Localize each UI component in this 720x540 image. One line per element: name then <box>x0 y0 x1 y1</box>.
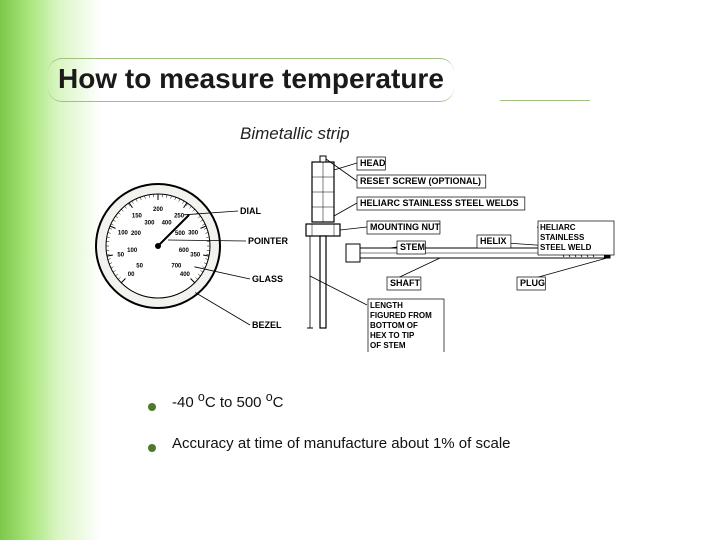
bullet-dot-icon <box>148 444 156 452</box>
svg-text:600: 600 <box>179 248 190 254</box>
svg-text:700: 700 <box>171 263 182 269</box>
list-item: -40 oC to 500 oC <box>148 390 511 411</box>
svg-text:HELIARC: HELIARC <box>540 223 576 232</box>
svg-text:HEX TO TIP: HEX TO TIP <box>370 331 415 340</box>
svg-text:HEAD: HEAD <box>360 158 386 168</box>
svg-text:PLUG: PLUG <box>520 278 545 288</box>
svg-text:150: 150 <box>132 213 143 219</box>
svg-text:50: 50 <box>117 252 124 258</box>
svg-text:STAINLESS: STAINLESS <box>540 233 585 242</box>
slide: How to measure temperature Bimetallic st… <box>0 0 720 540</box>
svg-text:400: 400 <box>180 272 191 278</box>
title-container: How to measure temperature <box>48 58 608 102</box>
bullet-list: -40 oC to 500 oC Accuracy at time of man… <box>148 390 511 476</box>
svg-text:BOTTOM OF: BOTTOM OF <box>370 321 418 330</box>
svg-text:BEZEL: BEZEL <box>252 320 282 330</box>
subtitle: Bimetallic strip <box>240 124 350 144</box>
svg-text:DIAL: DIAL <box>240 206 261 216</box>
svg-text:300: 300 <box>188 230 199 236</box>
svg-text:300: 300 <box>144 220 155 226</box>
bullet-text: -40 oC to 500 oC <box>172 390 283 411</box>
svg-text:HELIARC STAINLESS STEEL WELDS: HELIARC STAINLESS STEEL WELDS <box>360 198 519 208</box>
svg-text:350: 350 <box>190 252 201 258</box>
svg-text:LENGTH: LENGTH <box>370 301 403 310</box>
svg-text:FIGURED FROM: FIGURED FROM <box>370 311 432 320</box>
svg-text:100: 100 <box>127 248 138 254</box>
svg-text:250: 250 <box>174 213 185 219</box>
svg-text:POINTER: POINTER <box>248 236 289 246</box>
svg-text:200: 200 <box>131 231 142 237</box>
svg-text:HELIX: HELIX <box>480 236 507 246</box>
svg-text:STEEL WELD: STEEL WELD <box>540 243 592 252</box>
svg-text:GLASS: GLASS <box>252 274 283 284</box>
bullet-text: Accuracy at time of manufacture about 1%… <box>172 435 511 452</box>
svg-text:00: 00 <box>128 272 135 278</box>
svg-text:MOUNTING NUT: MOUNTING NUT <box>370 222 440 232</box>
svg-text:50: 50 <box>136 263 143 269</box>
bimetallic-diagram: 0050100150200250300350400501002003004005… <box>80 152 650 352</box>
svg-text:STEM: STEM <box>400 242 425 252</box>
svg-text:500: 500 <box>175 231 186 237</box>
svg-text:100: 100 <box>118 230 129 236</box>
title-underline-extension <box>500 100 590 101</box>
svg-text:SHAFT: SHAFT <box>390 278 420 288</box>
svg-text:400: 400 <box>162 220 173 226</box>
svg-text:200: 200 <box>153 207 164 213</box>
svg-text:RESET SCREW (OPTIONAL): RESET SCREW (OPTIONAL) <box>360 176 481 186</box>
svg-text:OF STEM: OF STEM <box>370 341 406 350</box>
bullet-dot-icon <box>148 403 156 411</box>
page-title: How to measure temperature <box>48 58 454 102</box>
list-item: Accuracy at time of manufacture about 1%… <box>148 435 511 452</box>
